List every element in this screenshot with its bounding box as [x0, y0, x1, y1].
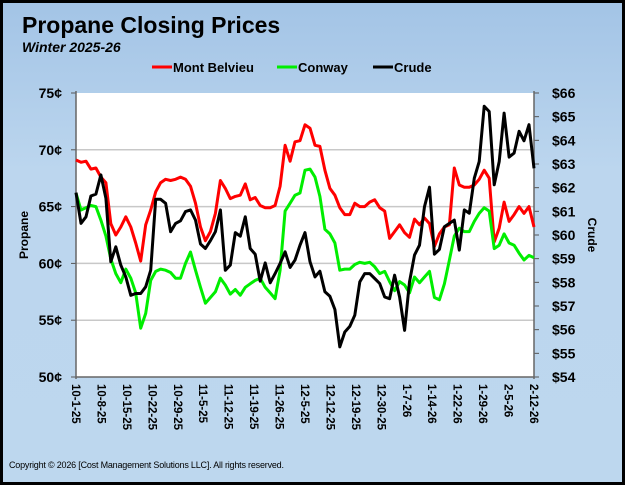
y-tick-label-right: $63	[552, 156, 576, 172]
x-tick-label: 1-29-26	[476, 384, 488, 424]
chart-subtitle: Winter 2025-26	[22, 39, 121, 55]
y-tick-label-left: 60¢	[39, 255, 63, 271]
y-tick-label-left: 50¢	[39, 369, 63, 385]
y-tick-label-right: $55	[552, 345, 576, 361]
series-line-crude	[74, 104, 536, 349]
y-tick-label-right: $54	[552, 369, 576, 385]
x-tick-label: 11-12-25	[222, 384, 234, 430]
y-axis-title-left: Propane	[17, 211, 31, 259]
series-line-conway	[74, 167, 535, 330]
y-tick-label-right: $57	[552, 298, 576, 314]
x-tick-label: 10-29-25	[171, 384, 183, 431]
y-tick-label-right: $56	[552, 322, 576, 338]
x-tick-label: 11-19-25	[247, 384, 259, 430]
y-tick-label-right: $61	[552, 203, 576, 219]
y-tick-label-left: 55¢	[39, 312, 63, 328]
y-tick-label-left: 65¢	[39, 199, 63, 215]
x-tick-label: 2-12-26	[527, 384, 539, 424]
x-tick-label: 2-5-26	[502, 384, 514, 417]
x-tick-label: 11-26-25	[273, 384, 285, 430]
x-tick-label: 12-12-25	[323, 384, 335, 431]
copyright-text: Copyright © 2026 [Cost Management Soluti…	[9, 460, 284, 470]
y-tick-label-right: $58	[552, 274, 576, 290]
x-tick-label: 1-7-26	[400, 384, 412, 417]
y-tick-label-right: $64	[552, 132, 576, 148]
y-axis-title-right: Crude	[585, 218, 599, 253]
y-tick-label-right: $60	[552, 227, 576, 243]
x-tick-label: 10-22-25	[145, 384, 157, 431]
chart-title: Propane Closing Prices	[22, 12, 281, 38]
x-tick-label: 10-8-25	[94, 384, 106, 424]
x-tick-label: 12-30-25	[374, 384, 386, 431]
y-tick-label-right: $62	[552, 180, 576, 196]
legend-label: Conway	[298, 60, 349, 75]
x-tick-label: 12-5-25	[298, 384, 310, 424]
x-tick-label: 11-5-25	[196, 384, 208, 424]
x-tick-label: 10-1-25	[69, 384, 81, 424]
y-tick-label-right: $66	[552, 85, 576, 101]
x-tick-label: 12-19-25	[349, 384, 361, 431]
y-tick-label-left: 70¢	[39, 142, 63, 158]
series-line-mont-belvieu	[75, 123, 536, 263]
legend-label: Mont Belvieu	[173, 60, 254, 75]
x-tick-label: 10-15-25	[120, 384, 132, 431]
y-tick-label-left: 75¢	[39, 85, 63, 101]
y-tick-label-right: $59	[552, 251, 576, 267]
x-tick-label: 1-22-26	[451, 384, 463, 424]
legend-label: Crude	[394, 60, 432, 75]
y-tick-label-right: $65	[552, 109, 576, 125]
x-tick-label: 1-14-26	[425, 384, 437, 424]
